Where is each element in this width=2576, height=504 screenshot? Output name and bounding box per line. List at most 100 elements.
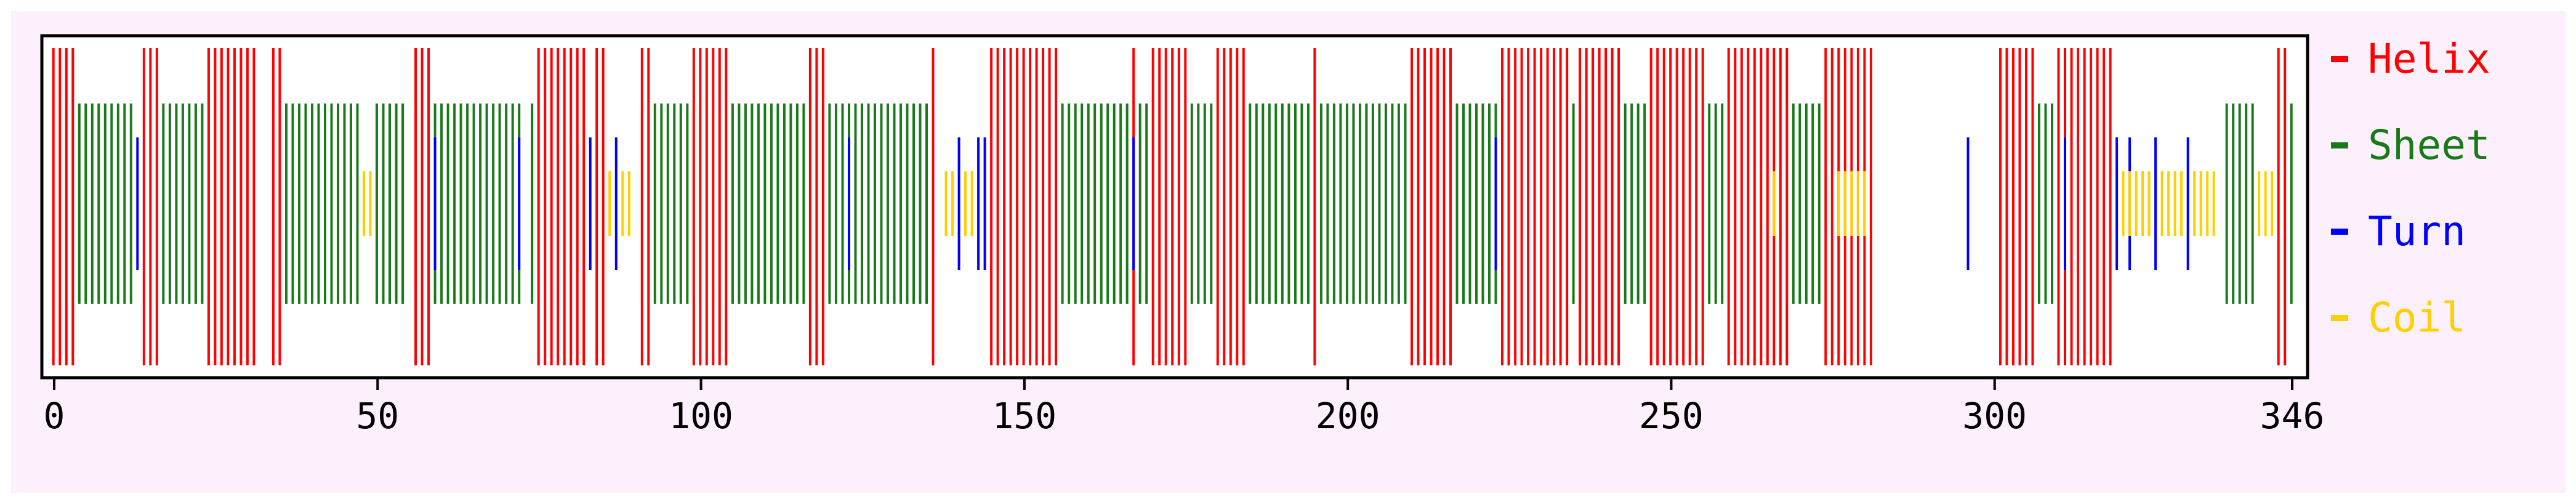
turn-bar [983, 137, 986, 270]
coil-bar [363, 171, 365, 236]
sheet-bar [440, 104, 443, 304]
turn-bar [2115, 137, 2119, 270]
helix-bar [1579, 48, 1582, 365]
x-tick-label: 150 [992, 395, 1057, 437]
turn-bar [1966, 137, 1970, 270]
sheet-bar [1643, 104, 1646, 304]
sheet-bar [459, 104, 462, 304]
coil-bar [369, 171, 372, 236]
sheet-bar [1319, 104, 1322, 304]
helix-bar [1216, 48, 1219, 365]
helix-bar [2096, 48, 2099, 365]
coil-bar [2167, 171, 2170, 236]
sheet-bar [123, 104, 126, 304]
sheet-bar [1352, 104, 1355, 304]
helix-bar [1242, 48, 1245, 365]
helix-bar [1592, 48, 1595, 365]
legend-label-sheet: Sheet [2368, 121, 2490, 169]
sheet-bar [653, 104, 656, 304]
sheet-bar [1197, 104, 1200, 304]
sheet-bar [1100, 104, 1103, 304]
coil-bar [1850, 171, 1853, 236]
legend-label-coil: Coil [2368, 294, 2466, 341]
sheet-bar [129, 104, 132, 304]
sheet-bar [453, 104, 456, 304]
coil-bar [2271, 171, 2274, 236]
sheet-bar [1798, 104, 1801, 304]
helix-bar [718, 48, 721, 365]
sheet-bar [1708, 104, 1711, 304]
helix-bar [932, 48, 935, 365]
helix-bar [821, 48, 824, 365]
helix-bar [272, 48, 275, 365]
legend: Helix Sheet Turn Coil [2331, 35, 2490, 341]
coil-bar [2258, 171, 2261, 236]
sheet-bar [401, 104, 405, 304]
helix-bar [1701, 48, 1704, 365]
helix-bar [252, 48, 256, 365]
helix-bar [602, 48, 605, 365]
sheet-bar [291, 104, 294, 304]
helix-bar [1999, 48, 2002, 365]
sheet-bar [887, 104, 889, 304]
helix-bar [1727, 48, 1730, 365]
coil-bar [970, 171, 973, 236]
coil-bar [1843, 171, 1846, 236]
sheet-bar [324, 104, 326, 304]
turn-bar [433, 137, 437, 270]
sheet-bar [330, 104, 333, 304]
helix-bar [2077, 48, 2080, 365]
sheet-bar [1391, 104, 1394, 304]
helix-bar [1760, 48, 1763, 365]
helix-bar [71, 48, 74, 365]
sheet-bar [1068, 104, 1071, 304]
coil-bar [1856, 171, 1859, 236]
sheet-bar [311, 104, 313, 304]
sheet-bar [757, 104, 760, 304]
sheet-bar [686, 104, 689, 304]
helix-bar [1734, 48, 1737, 365]
helix-bar [544, 48, 547, 365]
sheet-bar [1125, 104, 1129, 304]
legend-swatch-sheet [2331, 142, 2348, 148]
sheet-bar [795, 104, 799, 304]
helix-bar [227, 48, 230, 365]
sheet-bar [919, 104, 922, 304]
helix-bar [142, 48, 145, 365]
sheet-bar [1249, 104, 1252, 304]
sheet-bar [472, 104, 475, 304]
sheet-bar [1145, 104, 1148, 304]
sheet-bar [660, 104, 663, 304]
sheet-bar [350, 104, 352, 304]
helix-bar [1656, 48, 1659, 365]
coil-bar [964, 171, 967, 236]
helix-bar [1669, 48, 1672, 365]
sheet-bar [1268, 104, 1271, 304]
helix-bar [595, 48, 598, 365]
helix-bar [1553, 48, 1556, 365]
sheet-bar [1462, 104, 1465, 304]
sheet-bar [1093, 104, 1097, 304]
helix-bar [1611, 48, 1614, 365]
helix-bar [640, 48, 643, 365]
helix-bar [2025, 48, 2027, 365]
sheet-bar [925, 104, 928, 304]
sheet-bar [841, 104, 844, 304]
coil-bar [2206, 171, 2209, 236]
helix-bar [1747, 48, 1750, 365]
helix-bar [1520, 48, 1523, 365]
helix-bar [1151, 48, 1154, 365]
sheet-bar [201, 104, 204, 304]
helix-bar [1016, 48, 1019, 365]
helix-bar [207, 48, 210, 365]
helix-bar [815, 48, 818, 365]
sheet-bar [485, 104, 488, 304]
sheet-bar [110, 104, 113, 304]
x-axis-ticks: 0 50 100 150 200 250 300 346 [44, 378, 2324, 437]
turn-bar [518, 137, 521, 270]
x-tick-label: 300 [1962, 395, 2027, 437]
helix-bar [1022, 48, 1025, 365]
sheet-bar [1262, 104, 1265, 304]
sheet-bar [446, 104, 449, 304]
coil-bar [944, 171, 948, 236]
